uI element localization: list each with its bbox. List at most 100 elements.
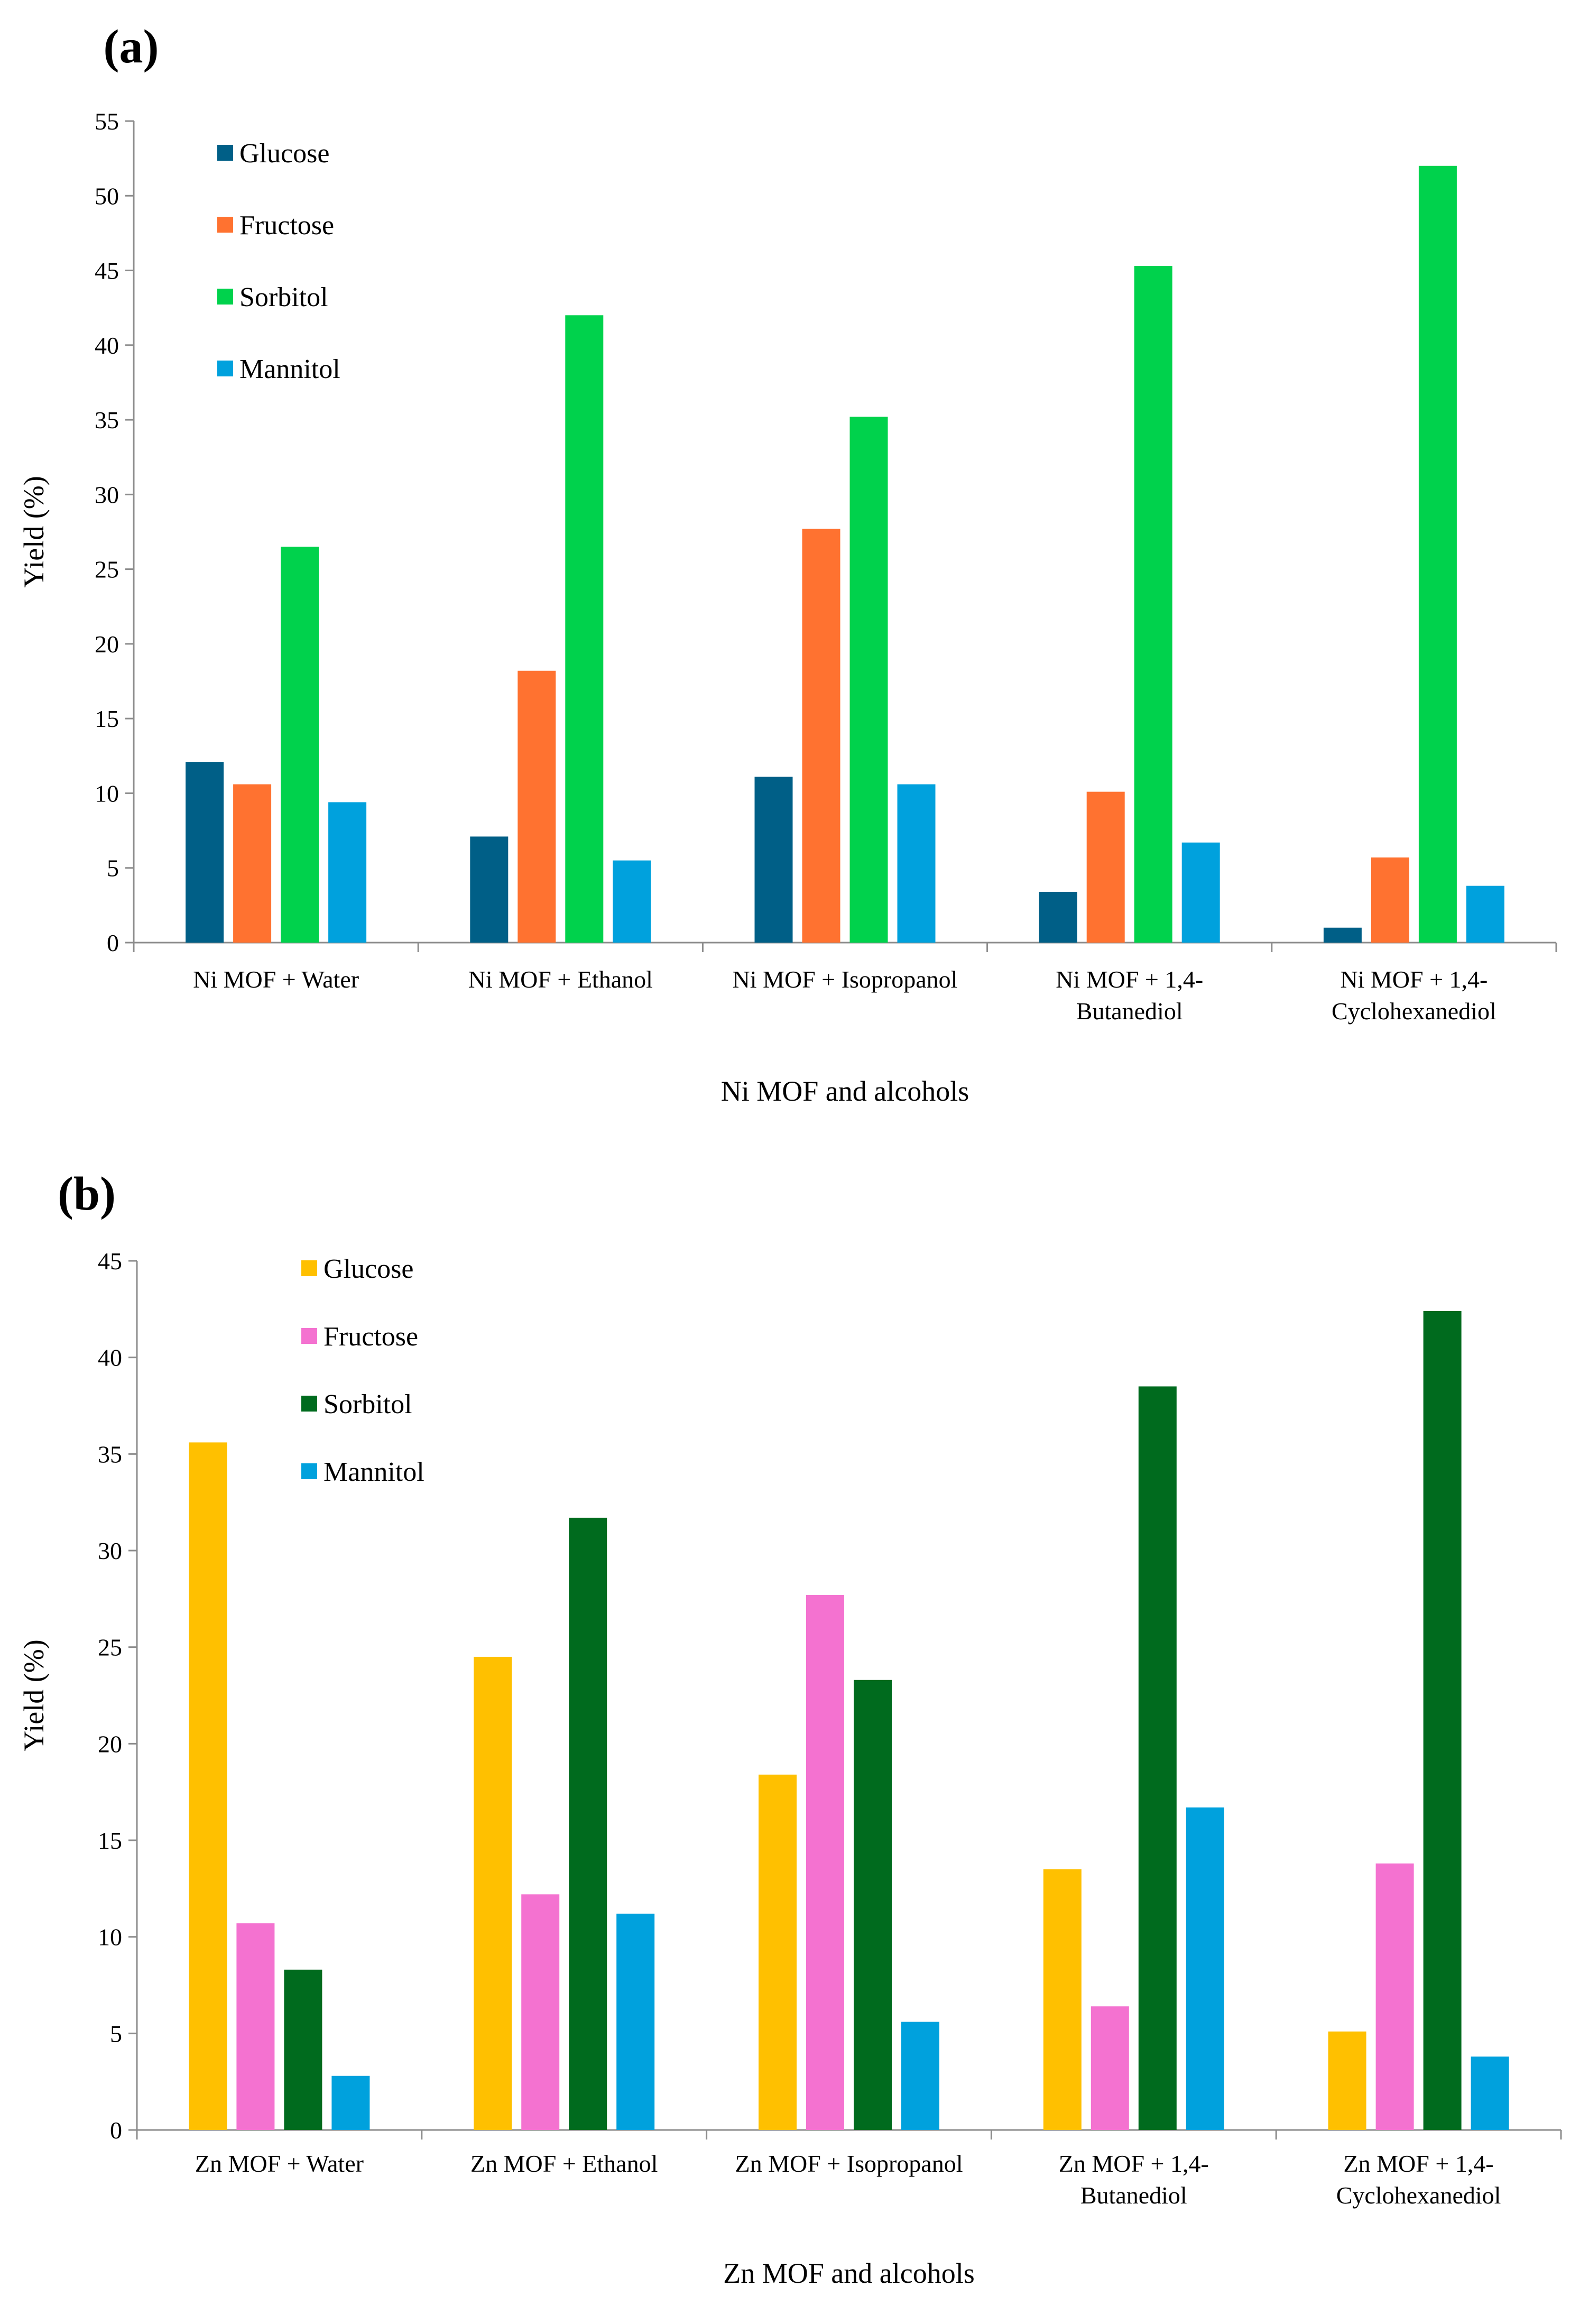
bar-fructose (236, 1923, 275, 2130)
bar-fructose (1086, 791, 1125, 943)
legend-label: Mannitol (324, 1457, 424, 1487)
bar-mannitol (328, 802, 367, 943)
legend-label: Mannitol (239, 354, 340, 384)
bar-mannitol (901, 2022, 939, 2130)
bar-mannitol (1186, 1807, 1224, 2130)
bar-sorbitol (1134, 266, 1172, 943)
legend-label: Glucose (239, 139, 329, 169)
panel-label: (a) (104, 21, 159, 73)
legend: Glucose Fructose Sorbitol Mannitol (217, 139, 340, 384)
bar-fructose (518, 670, 556, 943)
y-tick-label: 15 (95, 705, 119, 732)
y-axis-title: Yield (%) (18, 1639, 50, 1751)
y-tick-label: 40 (95, 332, 119, 359)
y-tick-label: 20 (95, 631, 119, 658)
x-tick-label: Ni MOF + Isopropanol (733, 966, 958, 993)
bar-mannitol (1466, 886, 1504, 943)
bar-fructose (802, 529, 840, 943)
legend-label: Glucose (324, 1254, 413, 1284)
legend-swatch (217, 361, 233, 376)
bar-mannitol (331, 2076, 370, 2130)
y-tick-label: 20 (98, 1730, 122, 1757)
bar-fructose (233, 784, 272, 943)
bar-glucose (759, 1774, 797, 2130)
legend-swatch (301, 1260, 317, 1276)
bar-glucose (186, 762, 224, 943)
y-tick-label: 25 (98, 1634, 122, 1661)
x-tick-label: Ni MOF + Water (193, 966, 359, 993)
bar-glucose (189, 1442, 227, 2130)
legend-label: Fructose (324, 1322, 418, 1352)
y-tick-label: 55 (95, 108, 119, 135)
bar-glucose (1323, 927, 1362, 943)
bar-mannitol (897, 784, 936, 943)
x-tick-label: Zn MOF + 1,4-Cyclohexanediol (1336, 2150, 1501, 2209)
bar-mannitol (1471, 2056, 1509, 2130)
y-tick-label: 5 (110, 2020, 122, 2047)
y-tick-label: 30 (95, 481, 119, 508)
bar-glucose (470, 836, 509, 943)
bar-sorbitol (854, 1680, 892, 2130)
bar-glucose (754, 777, 793, 943)
legend-swatch (301, 1396, 317, 1412)
bar-glucose (1328, 2031, 1366, 2130)
x-tick-label: Zn MOF + Isopropanol (735, 2150, 963, 2177)
legend-swatch (301, 1328, 317, 1344)
legend-swatch (217, 217, 233, 233)
legend-label: Fructose (239, 210, 334, 241)
bar-fructose (1091, 2006, 1129, 2130)
bar-sorbitol (1423, 1311, 1462, 2130)
bar-sorbitol (284, 1969, 322, 2130)
bar-mannitol (616, 1913, 655, 2130)
legend-swatch (217, 145, 233, 161)
bar-sorbitol (281, 547, 319, 943)
x-tick-label: Zn MOF + Ethanol (470, 2150, 658, 2177)
y-tick-label: 10 (98, 1924, 122, 1951)
legend-swatch (217, 289, 233, 305)
legend-swatch (301, 1463, 317, 1479)
bar-fructose (806, 1595, 844, 2130)
x-tick-label: Ni MOF + 1,4-Cyclohexanediol (1332, 966, 1496, 1025)
y-tick-label: 25 (95, 556, 119, 583)
bar-fructose (521, 1894, 560, 2130)
y-axis-title: Yield (%) (18, 476, 50, 587)
legend-label: Sorbitol (324, 1389, 412, 1419)
y-tick-label: 50 (95, 182, 119, 209)
chart-panel-a: (a) 0 5 10 15 20 25 30 35 40 45 50 55 Ni MOF + Water N… (18, 21, 1557, 1107)
x-tick-label: Zn MOF + Water (195, 2150, 364, 2177)
legend: Glucose Fructose Sorbitol Mannitol (301, 1254, 424, 1487)
y-tick-label: 35 (98, 1441, 122, 1468)
panel-label: (b) (58, 1168, 116, 1220)
x-axis-title: Zn MOF and alcohols (723, 2257, 974, 2289)
bar-mannitol (1181, 842, 1220, 943)
bar-fructose (1371, 857, 1409, 943)
bar-sorbitol (849, 417, 888, 943)
bar-sorbitol (1418, 165, 1457, 943)
y-tick-label: 0 (110, 2117, 122, 2144)
y-tick-label: 35 (95, 407, 119, 434)
y-tick-label: 15 (98, 1827, 122, 1854)
bar-sorbitol (565, 315, 604, 943)
y-tick-label: 5 (107, 855, 119, 882)
bar-fructose (1375, 1863, 1414, 2130)
bar-glucose (474, 1656, 512, 2130)
y-tick-label: 45 (95, 257, 119, 284)
bar-sorbitol (1138, 1386, 1177, 2130)
y-tick-label: 10 (95, 780, 119, 807)
bar-glucose (1039, 891, 1077, 943)
y-tick-label: 40 (98, 1344, 122, 1371)
y-tick-label: 30 (98, 1537, 122, 1564)
x-axis-title: Ni MOF and alcohols (721, 1075, 969, 1107)
bar-mannitol (613, 860, 651, 943)
x-tick-label: Zn MOF + 1,4-Butanediol (1059, 2150, 1209, 2209)
x-tick-label: Ni MOF + 1,4-Butanediol (1056, 966, 1203, 1025)
chart-panel-b: (b) 0 5 10 15 20 25 30 35 40 45 Zn MOF + Water Zn MO… (18, 1168, 1562, 2289)
y-tick-label: 0 (107, 929, 119, 956)
x-tick-label: Ni MOF + Ethanol (468, 966, 653, 993)
bar-glucose (1043, 1869, 1082, 2130)
y-tick-label: 45 (98, 1248, 122, 1275)
bar-sorbitol (569, 1517, 607, 2130)
legend-label: Sorbitol (239, 282, 328, 312)
